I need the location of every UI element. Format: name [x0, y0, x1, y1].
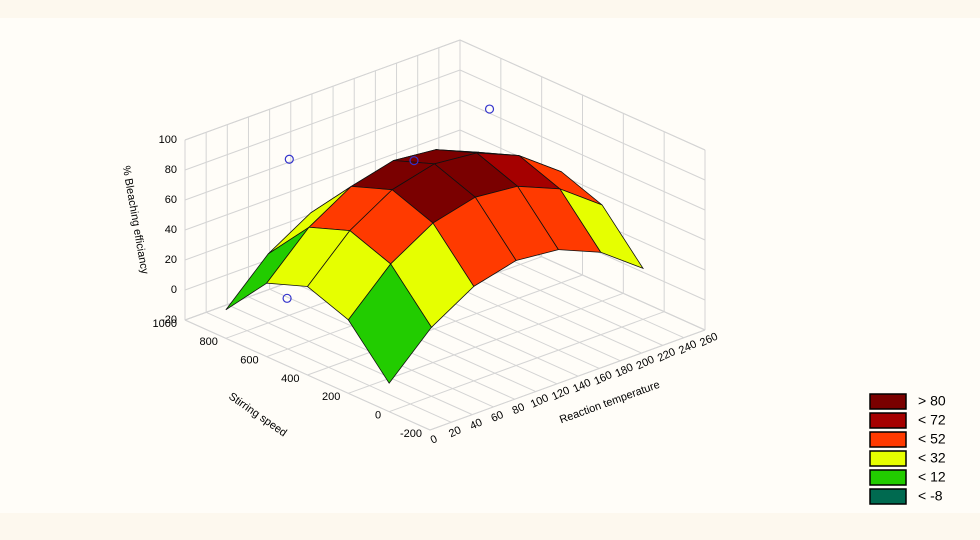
y-tick-label: 200	[322, 391, 340, 403]
y-tick-label: 600	[240, 355, 258, 367]
z-tick-label: -20	[161, 314, 177, 326]
z-tick-label: 40	[165, 224, 177, 236]
grid-line	[388, 311, 665, 413]
legend-label: < 52	[918, 431, 946, 447]
grid-line	[429, 329, 706, 431]
z-tick-label: 60	[165, 194, 177, 206]
x-tick-label: 40	[468, 417, 484, 433]
x-tick-label: 0	[429, 433, 440, 446]
surface-patch	[347, 263, 432, 384]
legend-swatch	[869, 431, 907, 448]
z-tick-label: 0	[171, 284, 177, 296]
grid-line	[184, 39, 461, 141]
y-tick-label: -200	[400, 428, 422, 440]
data-point	[409, 156, 419, 166]
z-tick-label: 100	[159, 134, 177, 146]
grid-line	[307, 274, 583, 376]
legend-label: < 72	[918, 412, 946, 428]
legend-swatch	[869, 488, 907, 505]
grid-line	[184, 69, 461, 171]
data-point	[284, 154, 294, 164]
legend-label: < 32	[918, 450, 946, 466]
legend-swatch	[869, 393, 907, 410]
grid-line	[184, 99, 461, 201]
data-point	[484, 104, 495, 114]
x-tick-label: 20	[447, 424, 463, 440]
y-tick-label: 1000	[153, 318, 177, 330]
data-point	[282, 293, 292, 303]
legend-label: < 12	[918, 469, 946, 485]
legend-label: > 80	[918, 393, 946, 409]
grid-line	[184, 129, 461, 231]
y-tick-label: 800	[199, 336, 217, 348]
legend-swatch	[869, 412, 907, 429]
y-tick-label: 400	[281, 373, 299, 385]
x-tick-label: 80	[510, 401, 526, 417]
z-tick-label: 80	[165, 164, 177, 176]
y-tick-label: 0	[375, 410, 381, 422]
legend-label: < -8	[918, 488, 943, 504]
x-tick-label: 60	[489, 409, 505, 425]
legend-swatch	[869, 469, 907, 486]
z-tick-label: 20	[165, 254, 177, 266]
legend-swatch	[869, 450, 907, 467]
